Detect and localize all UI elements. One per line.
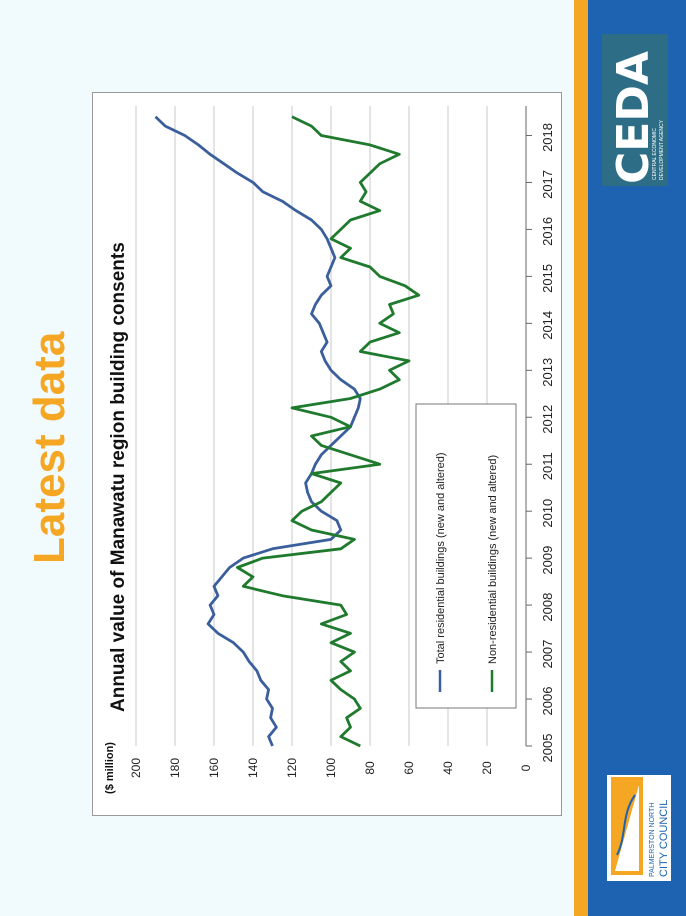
legend-box xyxy=(415,403,517,709)
y-tick-label: 20 xyxy=(480,761,494,775)
council-logo-art: PALMERSTON NORTH CITY COUNCIL xyxy=(611,777,670,877)
y-tick-labels: 0 20 40 60 80 100 120 140 160 180 200 xyxy=(129,758,533,778)
y-tick-label: 160 xyxy=(207,758,221,778)
y-tick-label: 100 xyxy=(324,758,338,778)
x-tick-label: 2005 xyxy=(540,734,555,763)
y-tick-label: 200 xyxy=(129,758,143,778)
x-tick-label: 2012 xyxy=(540,405,555,434)
orange-accent-bar xyxy=(574,0,588,916)
y-tick-label: 0 xyxy=(519,764,533,771)
x-tick-label: 2015 xyxy=(540,264,555,293)
ceda-logo: CEDA CENTRAL ECONOMIC DEVELOPMENT AGENCY xyxy=(602,34,668,186)
y-tick-label: 80 xyxy=(363,761,377,775)
council-emblem-mark xyxy=(615,785,639,871)
ceda-logo-text: CEDA xyxy=(608,51,659,184)
x-tick-label: 2016 xyxy=(540,217,555,246)
council-line-1: PALMERSTON NORTH xyxy=(649,803,656,877)
legend-label-residential: Total residential buildings (new and alt… xyxy=(435,452,447,664)
y-tick-label: 120 xyxy=(285,758,299,778)
x-tick-label: 2009 xyxy=(540,546,555,575)
council-emblem-river xyxy=(616,794,636,856)
series-layer xyxy=(154,115,421,748)
council-logo: PALMERSTON NORTH CITY COUNCIL xyxy=(606,774,672,882)
x-tick-labels: 2005 2006 2007 2008 2009 2010 2011 2012 2013 2014… xyxy=(540,123,555,762)
y-tick-label: 180 xyxy=(168,758,182,778)
ceda-subtext-1: CENTRAL ECONOMIC xyxy=(652,128,658,180)
x-tick-label: 2017 xyxy=(540,170,555,199)
x-tick-label: 2011 xyxy=(540,452,555,480)
x-tick-label: 2013 xyxy=(540,358,555,387)
x-tick-label: 2010 xyxy=(540,499,555,528)
series-line-non-residential xyxy=(235,115,421,748)
chart-title: Annual value of Manawatu region building… xyxy=(108,242,129,712)
legend-label-non-residential: Non-residential buildings (new and alter… xyxy=(487,455,499,664)
y-axis-label: ($ million) xyxy=(104,742,116,794)
series-line-residential xyxy=(154,115,362,747)
ceda-subtext-2: DEVELOPMENT AGENCY xyxy=(659,119,665,180)
y-tick-label: 140 xyxy=(246,758,260,778)
x-tick-label: 2007 xyxy=(540,640,555,669)
y-tick-label: 60 xyxy=(402,761,416,775)
x-tick-label: 2006 xyxy=(540,687,555,716)
council-line-2: CITY COUNCIL xyxy=(658,800,670,877)
x-tick-label: 2014 xyxy=(540,311,555,340)
x-tick-label: 2008 xyxy=(540,593,555,622)
y-tick-label: 40 xyxy=(441,761,455,775)
ceda-logo-art: CEDA CENTRAL ECONOMIC DEVELOPMENT AGENCY xyxy=(608,51,665,184)
x-tick-label: 2018 xyxy=(540,123,555,152)
